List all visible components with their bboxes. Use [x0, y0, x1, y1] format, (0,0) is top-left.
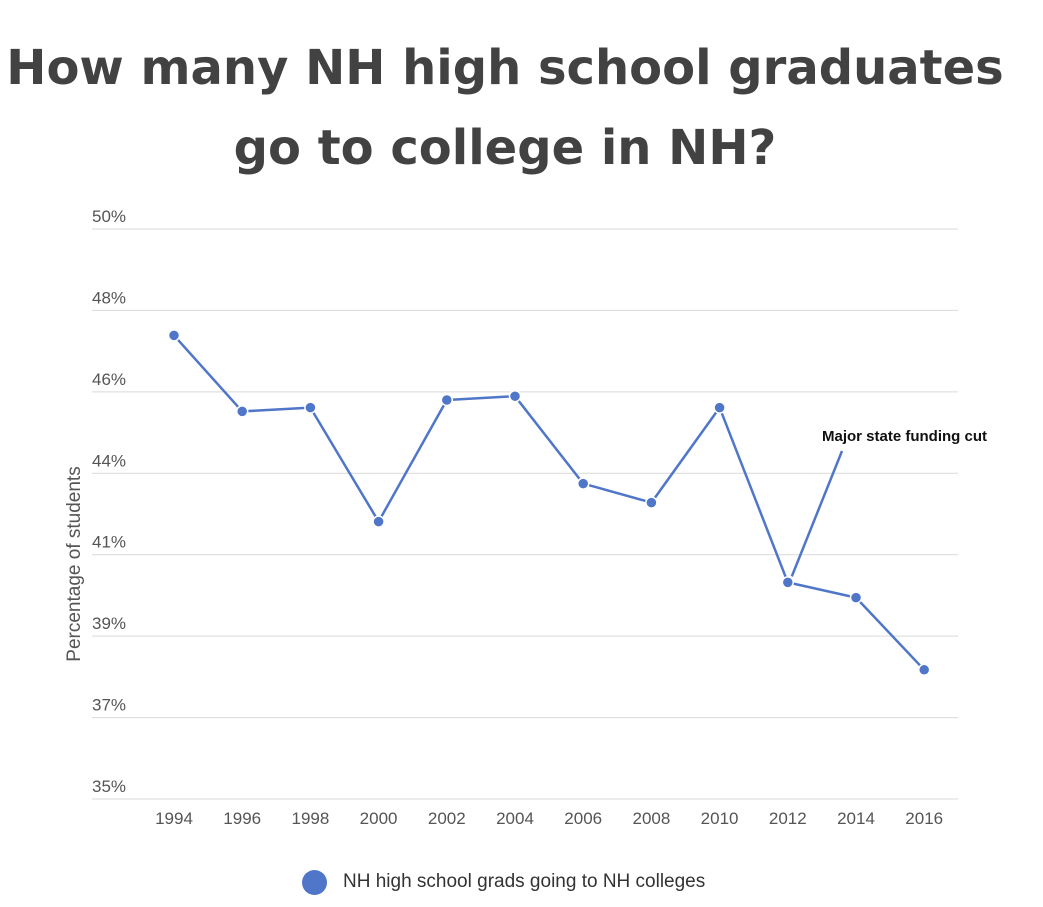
x-tick-label: 2016 — [905, 809, 943, 828]
data-point — [917, 663, 931, 677]
data-point — [713, 401, 726, 414]
x-tick-label: 2008 — [632, 809, 670, 828]
y-tick-label: 44% — [92, 451, 126, 470]
chart-title-line-2: go to college in NH? — [233, 120, 777, 176]
data-point — [167, 329, 181, 342]
legend-marker — [302, 869, 327, 895]
y-axis-title: Percentage of students — [64, 466, 85, 661]
x-tick-label: 2010 — [701, 809, 739, 828]
series-line — [173, 334, 926, 671]
legend-label: NH high school grads going to NH college… — [343, 871, 706, 892]
data-point — [235, 405, 249, 418]
y-tick-label: 46% — [92, 370, 126, 389]
data-point — [372, 515, 385, 528]
annotation-leader — [790, 450, 844, 577]
y-tick-label: 37% — [92, 696, 126, 715]
x-tick-label: 2004 — [496, 809, 534, 828]
y-tick-label: 35% — [92, 777, 126, 796]
x-tick-label: 2002 — [428, 809, 466, 828]
y-tick-label: 39% — [92, 614, 126, 633]
data-point — [576, 477, 590, 490]
legend: NH high school grads going to NH college… — [302, 868, 705, 896]
x-tick-label: 2006 — [564, 809, 602, 828]
chart-title-line-1: How many NH high school graduates — [6, 40, 1004, 96]
y-tick-label: 41% — [92, 533, 126, 552]
chart-title: How many NH high school graduates go to … — [0, 28, 1010, 188]
x-tick-label: 1998 — [291, 809, 329, 828]
data-point — [508, 389, 522, 403]
annotation-label: Major state funding cut — [822, 428, 987, 445]
x-tick-label: 1996 — [223, 809, 261, 828]
y-tick-label: 48% — [92, 288, 126, 307]
y-tick-label: 50% — [92, 207, 126, 226]
data-point — [304, 401, 317, 414]
x-tick-label: 2012 — [769, 809, 807, 828]
x-tick-label: 2000 — [360, 809, 398, 828]
data-point — [645, 496, 658, 509]
x-tick-label: 2014 — [837, 809, 875, 828]
data-point — [849, 591, 863, 604]
data-point — [781, 576, 795, 589]
data-point — [440, 393, 454, 407]
x-tick-label: 1994 — [155, 809, 193, 828]
